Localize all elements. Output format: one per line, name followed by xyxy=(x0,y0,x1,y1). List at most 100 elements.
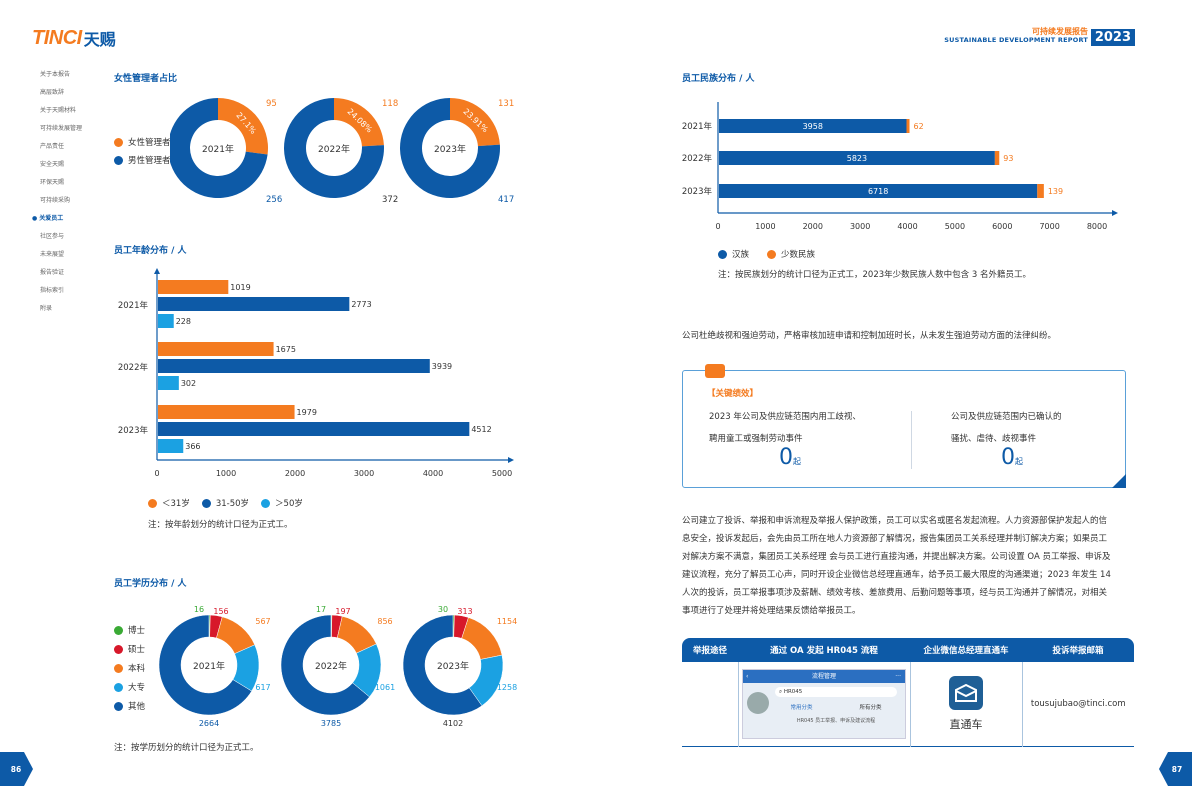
age-dist-title: 员工年龄分布 / 人 xyxy=(114,246,187,256)
donut-year-label: 2022年 xyxy=(318,143,350,155)
reporting-channels-table: 举报途径 通过 OA 发起 HR045 流程 企业微信总经理直通车 投诉举报邮箱… xyxy=(682,638,1134,747)
nav-item[interactable]: 可持续采购 xyxy=(40,197,71,204)
female-count-label: 118 xyxy=(382,99,398,109)
nav-item[interactable]: 关爱员工 xyxy=(39,214,110,232)
nav-item[interactable]: 附录 xyxy=(40,305,53,312)
nav-item[interactable]: 产品责任 xyxy=(40,143,65,150)
donut-slice-male xyxy=(170,98,268,198)
kpi-right-value: 0起 xyxy=(1001,445,1023,470)
legend-master: 硕士 xyxy=(114,643,145,655)
category-label: 2022年 xyxy=(682,153,713,164)
female-mgmt-title: 女性管理者占比 xyxy=(114,74,178,84)
bar xyxy=(158,439,184,453)
paragraph-line: 息安全，投诉发起后，会先由员工所在地人力资源部了解情况，报告集团员工关系经理并制… xyxy=(682,534,1108,544)
x-tick-label: 1000 xyxy=(216,469,236,478)
college-count-label: 1258 xyxy=(497,683,517,692)
nav-item[interactable]: 安全天赐 xyxy=(40,161,65,168)
nav-item[interactable]: 未来展望 xyxy=(40,251,65,258)
legend-college: 大专 xyxy=(114,681,145,693)
male-count-label: 417 xyxy=(498,195,514,205)
edu-dist-legend: 博士 硕士 本科 大专 其他 xyxy=(114,624,145,712)
report-email-link[interactable]: tousujubao@tinci.com xyxy=(1030,698,1126,709)
bar-value-label: 2773 xyxy=(351,300,371,309)
other-count-label: 2664 xyxy=(199,719,219,728)
nav-item[interactable]: 可持续发展管理 xyxy=(40,125,83,132)
bar xyxy=(158,342,274,356)
x-tick-label: 3000 xyxy=(850,222,870,231)
forced-labor-statement: 公司杜绝歧视和强迫劳动，严格审核加班申请和控制加班时长，从未发生强迫劳动方面的法… xyxy=(682,331,1057,341)
nav-item[interactable]: 高层致辞 xyxy=(40,89,65,96)
donut-slice-male xyxy=(400,98,501,198)
logo-cn: 天赐 xyxy=(83,30,116,49)
y-axis-arrow xyxy=(154,268,160,274)
donut-year-label: 2021年 xyxy=(202,143,234,155)
header-email: 投诉举报邮箱 xyxy=(1022,638,1134,662)
age-dist-legend: ＜31岁 31-50岁 ＞50岁 xyxy=(148,497,303,509)
x-tick-label: 8000 xyxy=(1087,222,1107,231)
donut-slice-female xyxy=(218,98,268,155)
envelope-icon xyxy=(949,675,983,710)
bar-han xyxy=(719,184,1038,198)
cell-empty xyxy=(682,662,739,746)
oa-tabs: 常用分类 所有分类 xyxy=(743,703,905,711)
oa-process-item: HR045 员工举报、申诉及建议流程 xyxy=(796,717,876,724)
ethnic-dist-title: 员工民族分布 / 人 xyxy=(682,74,755,84)
bar xyxy=(158,314,174,328)
page-number-right: 87 xyxy=(1172,765,1182,774)
more-icon: ··· xyxy=(895,672,901,680)
edu-dist-title: 员工学历分布 / 人 xyxy=(114,579,187,589)
page-tab-left: 86 xyxy=(0,752,33,786)
bar xyxy=(158,280,229,294)
corner-decoration xyxy=(1112,474,1126,488)
edu-donut: 2022年 17 197 856 1061 3785 xyxy=(280,605,395,728)
nav-item[interactable]: 指标索引 xyxy=(40,287,65,294)
x-tick-label: 1000 xyxy=(755,222,775,231)
nav-item[interactable]: 环保天赐 xyxy=(40,179,65,186)
kpi-left-value: 0起 xyxy=(779,445,801,470)
master-count-label: 197 xyxy=(335,607,350,616)
paragraph-line: 事项进行了处理并将处理结果反馈给举报员工。 xyxy=(682,606,861,616)
nav-item[interactable]: 关于本报告 xyxy=(40,71,71,78)
bar-minority-value: 62 xyxy=(914,122,924,131)
bar-han xyxy=(719,151,995,165)
male-count-label: 372 xyxy=(382,195,398,205)
nav-item[interactable]: 报告验证 xyxy=(40,269,65,276)
category-label: 2023年 xyxy=(682,186,713,197)
edu-donut: 2023年 30 313 1154 1258 4102 xyxy=(402,605,517,728)
tab-common: 常用分类 xyxy=(790,704,813,711)
report-year-badge: 2023 xyxy=(1090,29,1135,46)
bar xyxy=(158,359,430,373)
x-tick-label: 3000 xyxy=(354,469,374,478)
bar xyxy=(158,297,350,311)
master-count-label: 313 xyxy=(457,607,472,616)
kpi-divider xyxy=(911,411,912,469)
bar-minority xyxy=(1037,184,1044,198)
category-label: 2022年 xyxy=(118,362,149,373)
paragraph-line: 公司建立了投诉、举报和申诉流程及举报人保护政策，员工可以实名或匿名发起流程。人力… xyxy=(682,516,1108,526)
x-tick-label: 4000 xyxy=(897,222,917,231)
bar xyxy=(158,405,295,419)
legend-under-31: ＜31岁 xyxy=(148,497,190,509)
donut-year-label: 2023年 xyxy=(437,660,469,672)
x-tick-label: 2000 xyxy=(285,469,305,478)
x-tick-label: 0 xyxy=(715,222,720,231)
key-performance-box: 【关键绩效】 2023 年公司及供应链范围内用工歧视、 聘用童工或强制劳动事件 … xyxy=(682,364,1126,488)
nav-item[interactable]: 社区参与 xyxy=(40,233,65,240)
ethnic-dist-bar-chart: 0 1000 2000 3000 4000 5000 6000 7000 8000 2021年 39… xyxy=(682,102,1118,231)
report-title-cn: 可持续发展报告 xyxy=(1032,27,1088,36)
donut-year-label: 2023年 xyxy=(434,143,466,155)
female-count-label: 95 xyxy=(266,99,277,109)
legend-male: 男性管理者 xyxy=(114,154,171,166)
donut-slice xyxy=(280,614,370,716)
header-channel: 举报途径 xyxy=(682,638,738,662)
category-label: 2023年 xyxy=(118,425,149,436)
female-mgmt-donut-charts: 2021年27.1%952562022年24.08%1183722023年23.… xyxy=(170,98,514,205)
nav-item[interactable]: 关于天赐材料 xyxy=(40,107,77,114)
legend-other: 其他 xyxy=(114,700,145,712)
category-label: 2021年 xyxy=(118,300,149,311)
edu-dist-donut-charts: 2021年 16 156 567 617 2664 2022年 17 197 856 1061 378… xyxy=(158,605,517,728)
bar xyxy=(158,422,470,436)
donut-year-label: 2022年 xyxy=(315,660,347,672)
bar xyxy=(158,376,179,390)
ethnic-dist-legend: 汉族 少数民族 xyxy=(718,248,815,260)
